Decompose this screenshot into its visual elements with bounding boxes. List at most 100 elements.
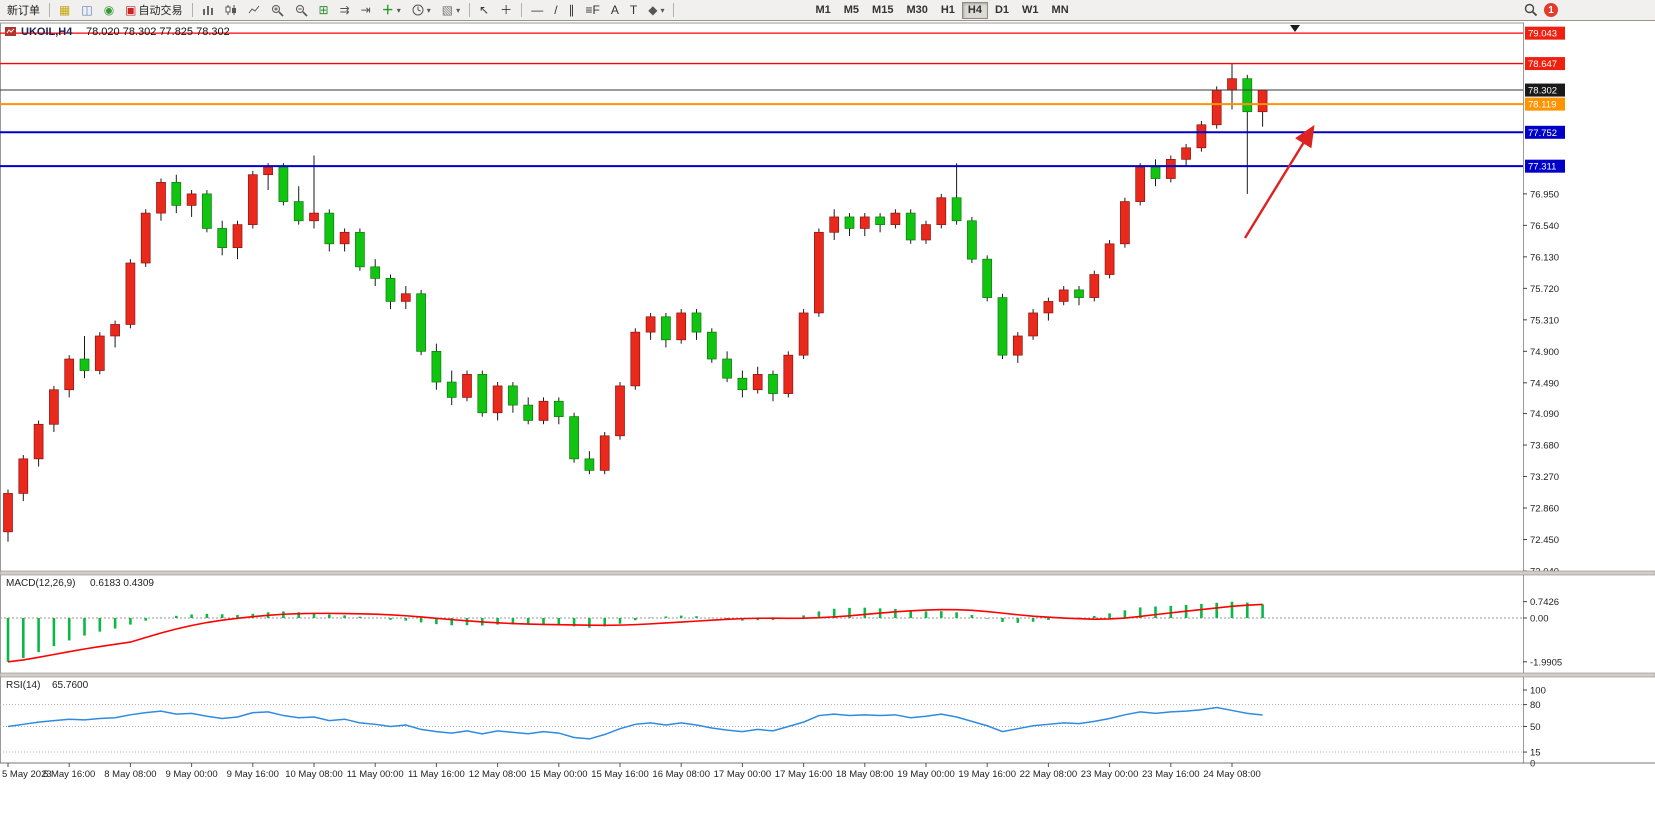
market-watch-button[interactable]: ▦ [54,2,75,19]
svg-text:23 May 16:00: 23 May 16:00 [1142,769,1200,780]
profiles-button[interactable]: ◫ [76,2,97,19]
svg-text:75.720: 75.720 [1530,284,1559,295]
chevron-down-icon: ▾ [660,5,665,15]
zoom-in-button[interactable] [266,2,289,19]
timeframe-mn-button[interactable]: MN [1046,2,1075,19]
rsi-panel: RSI(14) 65.7600 100 80 50 150 [0,672,1655,770]
timeframe-m15-button[interactable]: M15 [866,2,899,19]
autotrading-icon: ▣ [125,3,137,17]
crosshair-button[interactable]: ＋ [495,2,517,19]
chevron-down-icon: ▾ [396,5,401,15]
symbol-label: UKOIL,H4 [21,26,73,38]
text-label-button[interactable]: T [625,2,642,19]
svg-text:74.490: 74.490 [1530,378,1559,389]
text-button[interactable]: A [606,2,624,19]
channel-icon: ∥ [568,3,575,17]
macd-panel: MACD(12,26,9) 0.6183 0.4309 0.7426 0.00 -1… [0,570,1655,668]
svg-text:73.270: 73.270 [1530,472,1559,483]
svg-text:77.752: 77.752 [1528,128,1557,139]
trendline-icon: / [554,3,558,17]
price-axis[interactable]: 76.950 76.540 76.130 75.720 75.310 74.900 74.4… [1523,26,1565,578]
add-indicator-icon: ＋ [381,3,394,17]
tile-windows-icon: ⊞ [318,3,329,17]
svg-text:11 May 16:00: 11 May 16:00 [408,769,465,780]
shapes-icon: ◆ [648,3,658,17]
candlestick-icon [225,5,236,15]
zoom-in-icon [271,4,284,17]
svg-text:9 May 16:00: 9 May 16:00 [227,769,279,780]
timeframe-m5-button[interactable]: M5 [838,2,865,19]
main-toolbar: 新订单 ▦ ◫ ◉ ▣ 自动交易 ⊞ ⇉ ⇥ ＋ ▾ ▾ [0,0,1655,21]
timeframe-d1-button[interactable]: D1 [989,2,1015,19]
crosshair-icon: ＋ [500,3,513,17]
periods-button[interactable]: ▾ [407,2,436,19]
chart-shift-icon: ⇥ [360,3,371,17]
text-label-icon: T [629,3,638,17]
templates-button[interactable]: ▧ ▾ [437,2,465,19]
tile-windows-button[interactable]: ⊞ [314,2,334,19]
timeframe-h4-button[interactable]: H4 [961,1,988,19]
equidistant-channel-button[interactable]: ∥ [564,2,580,19]
trendline-button[interactable]: / [549,2,562,19]
navigator-button[interactable]: ◉ [99,2,119,19]
svg-text:73.680: 73.680 [1530,441,1559,452]
bar-chart-button[interactable] [197,2,219,19]
svg-text:8 May 08:00: 8 May 08:00 [104,769,156,780]
trend-arrow-annotation[interactable] [1243,124,1315,239]
svg-text:15 May 00:00: 15 May 00:00 [530,769,588,780]
svg-text:5 May 16:00: 5 May 16:00 [43,769,95,780]
svg-text:17 May 00:00: 17 May 00:00 [714,769,772,780]
svg-text:17 May 16:00: 17 May 16:00 [775,769,833,780]
horizontal-line-button[interactable]: — [526,2,548,19]
svg-text:78.302: 78.302 [1528,86,1557,97]
timeframe-h1-button[interactable]: H1 [935,2,961,19]
autotrading-button[interactable]: ▣ 自动交易 [120,2,187,19]
fibonacci-button[interactable]: ≡F [581,2,605,19]
timeframe-w1-button[interactable]: W1 [1016,2,1045,19]
svg-text:0.00: 0.00 [1530,614,1549,625]
chart-window-icon [5,27,16,36]
ohlc-values: 78.020 78.302 77.825 78.302 [86,26,230,38]
svg-text:19 May 16:00: 19 May 16:00 [958,769,1016,780]
cursor-button[interactable]: ↖ [474,2,494,19]
svg-text:10 May 08:00: 10 May 08:00 [285,769,343,780]
svg-text:12 May 08:00: 12 May 08:00 [469,769,527,780]
line-chart-button[interactable] [243,2,265,19]
svg-text:18 May 08:00: 18 May 08:00 [836,769,894,780]
chart-shift-marker[interactable] [1290,25,1300,32]
indicators-button[interactable]: ＋ ▾ [377,2,406,19]
toolbar-separator [521,3,523,17]
bar-chart-icon [202,6,213,15]
search-icon [1524,3,1538,17]
search-button[interactable] [1519,2,1543,19]
plot-border [0,22,1524,764]
svg-text:78.119: 78.119 [1528,100,1556,111]
toolbar-separator [49,3,50,17]
rsi-value: 65.7600 [52,680,89,691]
chevron-down-icon: ▾ [426,5,431,15]
notification-badge[interactable]: 1 [1544,3,1558,17]
svg-text:76.950: 76.950 [1530,189,1559,200]
svg-text:5 May 2023: 5 May 2023 [2,769,52,780]
svg-text:72.860: 72.860 [1530,504,1559,515]
zoom-out-button[interactable] [290,2,313,19]
toolbar-separator [673,3,675,17]
timeframe-m1-button[interactable]: M1 [809,2,836,19]
svg-text:11 May 00:00: 11 May 00:00 [347,769,404,780]
toolbar-separator [469,3,471,17]
svg-text:76.130: 76.130 [1530,252,1559,263]
timeframe-m30-button[interactable]: M30 [900,2,933,19]
candlestick-series [3,63,1268,542]
chart-shift-button[interactable]: ⇥ [356,2,376,19]
horizontal-price-lines[interactable] [0,32,1523,168]
profiles-icon: ◫ [81,3,93,17]
candlestick-button[interactable] [220,2,242,19]
autotrading-label: 自动交易 [138,5,183,17]
auto-scroll-button[interactable]: ⇉ [335,2,355,19]
svg-text:24 May 08:00: 24 May 08:00 [1203,769,1261,780]
shapes-button[interactable]: ◆ ▾ [643,2,669,19]
chevron-down-icon: ▾ [456,5,461,15]
new-order-button[interactable]: 新订单 [2,2,45,19]
chart-canvas[interactable]: 76.950 76.540 76.130 75.720 75.310 74.900 74.4… [0,21,1655,828]
